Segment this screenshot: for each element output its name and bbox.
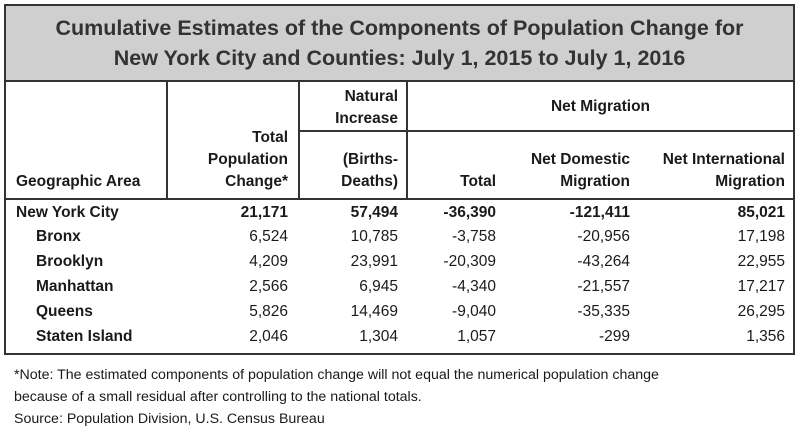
table-row: Staten Island 2,046 1,304 1,057 -299 1,3… (6, 325, 793, 349)
cell-total-change: 21,171 (240, 204, 288, 221)
divider-natural (406, 82, 408, 200)
cell-total-change: 2,046 (249, 328, 288, 345)
cell-migration-total: -20,309 (443, 253, 496, 270)
cell-natural-increase: 1,304 (359, 328, 398, 345)
header-geographic-area: Geographic Area (16, 173, 141, 190)
table-row: Bronx 6,524 10,785 -3,758 -20,956 17,198 (6, 225, 793, 249)
row-area: Queens (36, 303, 93, 320)
row-area: Brooklyn (36, 253, 104, 270)
cell-natural-increase: 14,469 (350, 303, 398, 320)
header-net-international-migration: Net International Migration (662, 151, 785, 190)
header-net-domestic-migration: Net Domestic Migration (530, 151, 630, 190)
note-line-2: because of a small residual after contro… (14, 389, 422, 405)
table-row: Queens 5,826 14,469 -9,040 -35,335 26,29… (6, 300, 793, 324)
row-area: Manhattan (36, 278, 114, 295)
title-line-1: Cumulative Estimates of the Components o… (55, 16, 744, 40)
header-migration-total: Total (460, 173, 496, 190)
cell-net-domestic: -299 (598, 328, 630, 345)
cell-net-domestic: -35,335 (577, 303, 630, 320)
cell-migration-total: -9,040 (452, 303, 496, 320)
cell-migration-total: 1,057 (457, 328, 496, 345)
row-area: Staten Island (36, 328, 133, 345)
population-table: Cumulative Estimates of the Components o… (4, 4, 795, 355)
cell-net-international: 17,198 (737, 228, 785, 245)
cell-total-change: 6,524 (249, 228, 288, 245)
cell-total-change: 4,209 (249, 253, 288, 270)
cell-net-international: 26,295 (737, 303, 785, 320)
table-row: Brooklyn 4,209 23,991 -20,309 -43,264 22… (6, 250, 793, 274)
footnotes: *Note: The estimated components of popul… (14, 364, 794, 430)
table-row: Manhattan 2,566 6,945 -4,340 -21,557 17,… (6, 275, 793, 299)
cell-net-international: 1,356 (746, 328, 785, 345)
divider-natural-split (298, 130, 408, 132)
header-natural-increase: Natural Increase (335, 88, 398, 127)
row-area: New York City (16, 204, 119, 221)
divider-total-change (298, 82, 300, 200)
title-line-2: New York City and Counties: July 1, 2015… (113, 46, 686, 70)
cell-net-domestic: -121,411 (569, 204, 630, 221)
header-births-deaths: (Births- Deaths) (341, 151, 398, 190)
table-row: New York City 21,171 57,494 -36,390 -121… (6, 201, 793, 225)
cell-net-domestic: -43,264 (577, 253, 630, 270)
cell-net-international: 17,217 (737, 278, 785, 295)
header-total-population-change: Total Population Change* (207, 129, 288, 190)
cell-total-change: 2,566 (249, 278, 288, 295)
source-line: Source: Population Division, U.S. Census… (14, 411, 325, 427)
cell-natural-increase: 6,945 (359, 278, 398, 295)
cell-natural-increase: 23,991 (350, 253, 398, 270)
cell-net-domestic: -21,557 (577, 278, 630, 295)
cell-natural-increase: 57,494 (350, 204, 398, 221)
cell-net-international: 85,021 (737, 204, 785, 221)
cell-net-domestic: -20,956 (577, 228, 630, 245)
note-line-1: *Note: The estimated components of popul… (14, 367, 659, 383)
cell-natural-increase: 10,785 (350, 228, 398, 245)
cell-migration-total: -3,758 (452, 228, 496, 245)
cell-migration-total: -36,390 (443, 204, 496, 221)
divider-geo (166, 82, 168, 200)
header-net-migration: Net Migration (550, 98, 651, 115)
cell-net-international: 22,955 (737, 253, 785, 270)
cell-total-change: 5,826 (249, 303, 288, 320)
cell-migration-total: -4,340 (452, 278, 496, 295)
divider-net-migration (406, 130, 793, 132)
header-bottom-border (6, 198, 793, 200)
table-title: Cumulative Estimates of the Components o… (6, 6, 793, 82)
row-area: Bronx (36, 228, 81, 245)
